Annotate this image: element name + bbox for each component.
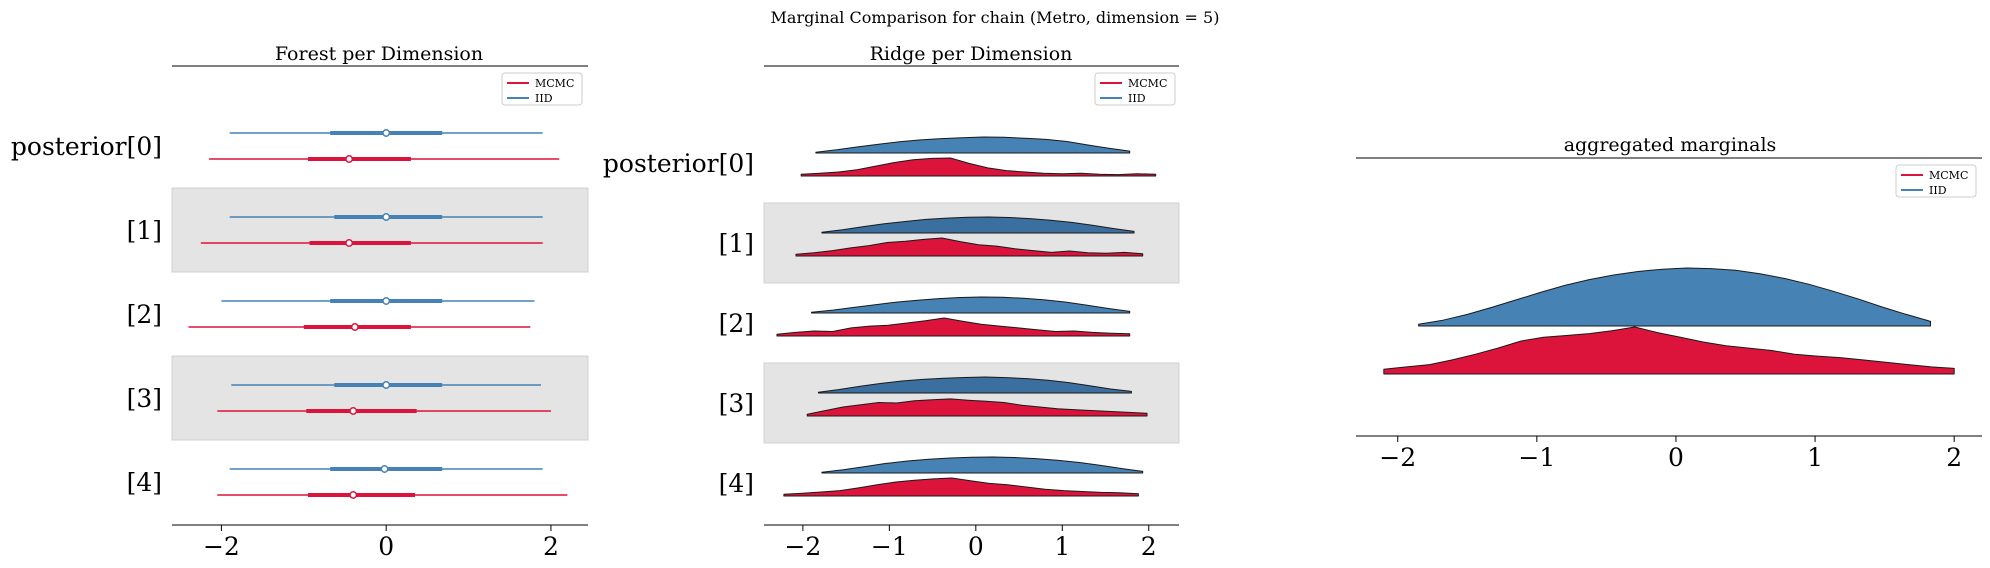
iid-ridge [1418, 267, 1932, 327]
x-tick-label: 2 [1141, 532, 1157, 561]
mcmc-median-point [345, 155, 354, 163]
x-tick-label: 0 [968, 532, 984, 561]
iid-ridge [821, 216, 1135, 234]
row-label: [1] [719, 229, 754, 258]
row-label: [3] [127, 384, 162, 413]
aggregated-panel: aggregated marginals −2 −1 0 1 2 MCMC IID [1356, 134, 1982, 472]
row-label: [4] [127, 468, 162, 497]
legend-entry-label: MCMC [1929, 169, 1968, 182]
x-tick-label: 1 [1807, 443, 1823, 472]
ridge-panel: Ridge per Dimension posterior[0] [1] [2] [3… [603, 43, 1180, 561]
row-band [171, 187, 589, 273]
mcmc-median-point [349, 407, 358, 415]
x-tick-label: 0 [1668, 443, 1684, 472]
x-tick-label: 0 [378, 532, 394, 561]
x-tick-label: −2 [1379, 443, 1416, 472]
x-tick-label: −2 [203, 532, 240, 561]
row-label: [1] [127, 216, 162, 245]
forest-panel-title: Forest per Dimension [275, 43, 483, 65]
row-label: [2] [127, 300, 162, 329]
iid-median-point [382, 213, 391, 221]
legend-entry-label: IID [1929, 184, 1947, 197]
row-band [171, 355, 589, 441]
row-label: [4] [719, 469, 754, 498]
iid-ridge [821, 456, 1144, 474]
mcmc-ridge [806, 398, 1148, 417]
mcmc-ridge [1383, 326, 1955, 375]
figure-suptitle: Marginal Comparison for chain (Metro, di… [771, 8, 1220, 27]
mcmc-ridge [783, 477, 1139, 497]
x-tick-label: −2 [784, 532, 821, 561]
x-tick-label: −1 [1518, 443, 1555, 472]
iid-median-point [382, 381, 391, 389]
iid-ridge [811, 296, 1131, 314]
iid-median-point [382, 297, 391, 305]
row-label: posterior[0] [603, 149, 754, 178]
mcmc-ridge [776, 317, 1131, 337]
ridge-panel-title: Ridge per Dimension [870, 43, 1073, 65]
legend-entry-label: MCMC [535, 77, 574, 90]
mcmc-median-point [349, 491, 358, 499]
iid-ridge [817, 376, 1132, 394]
forest-panel: Forest per Dimension posterior[0] [1] [2] [… [11, 43, 589, 561]
mcmc-ridge [800, 157, 1157, 177]
row-label: [3] [719, 389, 754, 418]
legend-entry-label: IID [535, 92, 553, 105]
x-tick-label: 1 [1054, 532, 1070, 561]
x-tick-label: 2 [543, 532, 559, 561]
mcmc-ridge [795, 237, 1144, 257]
mcmc-median-point [345, 239, 354, 247]
iid-median-point [380, 465, 389, 473]
row-label: [2] [719, 309, 754, 338]
iid-ridge [815, 136, 1131, 154]
x-tick-label: −1 [871, 532, 908, 561]
x-tick-label: 2 [1946, 443, 1962, 472]
row-band [763, 202, 1180, 284]
row-label: posterior[0] [11, 132, 162, 161]
legend-entry-label: IID [1128, 92, 1146, 105]
aggregated-panel-title: aggregated marginals [1564, 134, 1777, 156]
iid-median-point [382, 129, 391, 137]
legend-entry-label: MCMC [1128, 77, 1167, 90]
mcmc-median-point [350, 323, 359, 331]
